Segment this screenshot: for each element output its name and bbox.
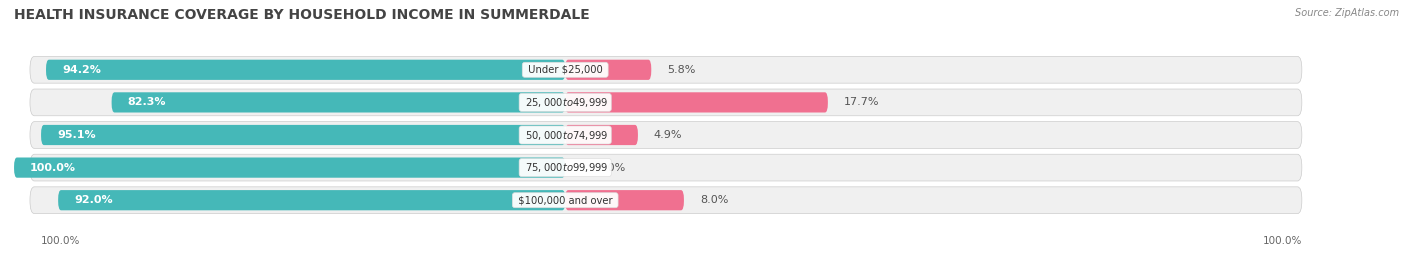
FancyBboxPatch shape	[30, 187, 1302, 214]
Text: $25,000 to $49,999: $25,000 to $49,999	[522, 96, 609, 109]
Legend: With Coverage, Without Coverage: With Coverage, Without Coverage	[574, 266, 832, 270]
Text: $75,000 to $99,999: $75,000 to $99,999	[522, 161, 609, 174]
FancyBboxPatch shape	[30, 122, 1302, 148]
FancyBboxPatch shape	[565, 125, 638, 145]
Text: 92.0%: 92.0%	[75, 195, 112, 205]
Text: 5.8%: 5.8%	[668, 65, 696, 75]
Text: 94.2%: 94.2%	[62, 65, 101, 75]
Text: 4.9%: 4.9%	[654, 130, 682, 140]
FancyBboxPatch shape	[30, 56, 1302, 83]
Text: $50,000 to $74,999: $50,000 to $74,999	[522, 129, 609, 141]
FancyBboxPatch shape	[41, 125, 565, 145]
FancyBboxPatch shape	[565, 190, 683, 210]
Text: 17.7%: 17.7%	[844, 97, 879, 107]
FancyBboxPatch shape	[565, 60, 651, 80]
FancyBboxPatch shape	[46, 60, 565, 80]
Text: Source: ZipAtlas.com: Source: ZipAtlas.com	[1295, 8, 1399, 18]
FancyBboxPatch shape	[30, 154, 1302, 181]
FancyBboxPatch shape	[565, 92, 828, 113]
Text: 100.0%: 100.0%	[30, 163, 76, 173]
FancyBboxPatch shape	[111, 92, 565, 113]
Text: HEALTH INSURANCE COVERAGE BY HOUSEHOLD INCOME IN SUMMERDALE: HEALTH INSURANCE COVERAGE BY HOUSEHOLD I…	[14, 8, 589, 22]
Text: 82.3%: 82.3%	[128, 97, 166, 107]
FancyBboxPatch shape	[58, 190, 565, 210]
Text: 0.0%: 0.0%	[598, 163, 626, 173]
Text: 100.0%: 100.0%	[1263, 236, 1302, 246]
Text: $100,000 and over: $100,000 and over	[515, 195, 616, 205]
FancyBboxPatch shape	[14, 157, 565, 178]
Text: 100.0%: 100.0%	[41, 236, 80, 246]
Text: 95.1%: 95.1%	[58, 130, 96, 140]
Text: Under $25,000: Under $25,000	[524, 65, 606, 75]
Text: 8.0%: 8.0%	[700, 195, 728, 205]
FancyBboxPatch shape	[30, 89, 1302, 116]
